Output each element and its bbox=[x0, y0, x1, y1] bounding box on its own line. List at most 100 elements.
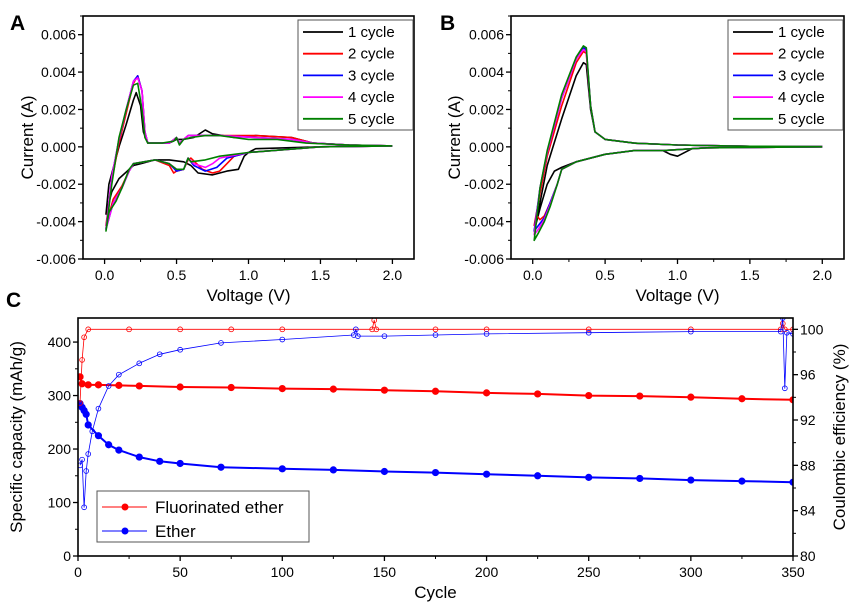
x-tick-label: 2.0 bbox=[813, 267, 833, 283]
legend-label: 5 cycle bbox=[348, 111, 395, 128]
data-point bbox=[687, 476, 695, 484]
data-point bbox=[83, 468, 89, 474]
y-tick-label: -0.004 bbox=[36, 214, 76, 230]
x-tick-label: 50 bbox=[172, 564, 188, 580]
data-point bbox=[350, 332, 357, 338]
data-point bbox=[355, 333, 361, 339]
y2-tick-label: 100 bbox=[800, 321, 824, 337]
data-point bbox=[738, 477, 746, 485]
data-point bbox=[279, 336, 286, 343]
legend-label: Ether bbox=[155, 522, 196, 541]
plot-frame bbox=[510, 15, 845, 260]
data-point bbox=[156, 457, 164, 465]
data-point bbox=[227, 383, 235, 392]
y2-tick-label: 88 bbox=[800, 457, 816, 473]
series-line-3 bbox=[79, 318, 793, 508]
y-axis-title: Current (A) bbox=[18, 95, 37, 179]
data-point bbox=[432, 332, 439, 338]
panel-letter: B bbox=[440, 12, 455, 35]
panel-letter: C bbox=[6, 289, 21, 312]
legend: 1 cycle 2 cycle 3 cycle 4 cycle 5 cycle bbox=[727, 19, 844, 131]
data-point bbox=[636, 474, 644, 483]
data-point bbox=[784, 329, 790, 336]
data-point bbox=[380, 467, 389, 476]
y2-tick-label: 92 bbox=[800, 412, 816, 428]
x-tick-label: 1.5 bbox=[311, 267, 331, 283]
data-point bbox=[135, 382, 143, 390]
data-point bbox=[534, 472, 542, 480]
plot-frame bbox=[77, 317, 794, 557]
data-point bbox=[373, 326, 380, 333]
x-tick-label: 0.5 bbox=[595, 267, 615, 283]
y-tick-label: 200 bbox=[48, 441, 72, 457]
data-point bbox=[105, 383, 112, 389]
x-tick-label: 1.0 bbox=[239, 267, 259, 283]
y-tick-label: 0.002 bbox=[41, 101, 76, 117]
y-tick-label: 0.006 bbox=[41, 27, 76, 43]
x-tick-label: 0 bbox=[74, 564, 82, 580]
y-tick-label: -0.002 bbox=[36, 176, 76, 192]
legend-label: 5 cycle bbox=[778, 111, 825, 128]
legend-label: 1 cycle bbox=[778, 24, 825, 41]
y-tick-label: 400 bbox=[48, 334, 72, 350]
data-point bbox=[156, 351, 163, 358]
y-tick-label: -0.002 bbox=[464, 176, 504, 192]
data-point bbox=[81, 504, 87, 511]
data-point bbox=[228, 326, 235, 333]
data-point bbox=[115, 446, 123, 454]
data-point bbox=[78, 400, 83, 406]
data-point bbox=[534, 390, 542, 398]
data-point bbox=[79, 357, 85, 363]
legend-marker bbox=[121, 503, 129, 511]
data-point bbox=[116, 371, 122, 378]
x-tick-label: 1.5 bbox=[740, 267, 760, 283]
panel-letter: A bbox=[10, 12, 25, 35]
data-point bbox=[84, 421, 92, 429]
y-tick-label: 0 bbox=[63, 548, 71, 564]
data-point bbox=[218, 340, 224, 346]
x-axis-title: Cycle bbox=[414, 583, 457, 602]
data-point bbox=[84, 381, 92, 389]
x-axis-title: Voltage (V) bbox=[206, 286, 290, 305]
panel-b: B 0.0 0.5 1.0 1.5 2.0 -0.006 -0.004 -0.002 0.000 0… bbox=[440, 12, 845, 305]
data-point bbox=[688, 328, 694, 335]
data-point bbox=[431, 387, 440, 395]
data-point bbox=[585, 391, 593, 400]
x-tick-label: 350 bbox=[781, 564, 805, 580]
data-point bbox=[279, 326, 286, 333]
x-tick-label: 300 bbox=[679, 564, 703, 580]
data-point bbox=[82, 410, 90, 418]
data-point bbox=[81, 334, 87, 341]
data-point bbox=[782, 385, 788, 392]
data-point bbox=[177, 326, 183, 333]
legend: Fluorinated ether Ether bbox=[96, 490, 310, 543]
series-group bbox=[533, 45, 823, 242]
panel-a: A 0.0 0.5 1.0 1.5 2.0 -0.006 -0.004 -0.002 0.000 0… bbox=[10, 12, 415, 305]
data-point bbox=[371, 318, 378, 324]
data-point bbox=[353, 326, 359, 333]
legend-label: 4 cycle bbox=[778, 89, 825, 106]
y-tick-label: -0.004 bbox=[464, 214, 504, 230]
legend-label: 4 cycle bbox=[348, 89, 395, 106]
y-tick-label: 0.004 bbox=[469, 64, 504, 80]
y2-tick-label: 96 bbox=[800, 367, 816, 383]
data-point bbox=[483, 331, 490, 337]
data-point bbox=[329, 385, 337, 393]
data-point bbox=[687, 393, 695, 401]
y-axis-title: Specific capacity (mAh/g) bbox=[7, 341, 26, 533]
data-point bbox=[278, 384, 286, 393]
data-point bbox=[369, 326, 375, 333]
y-tick-label: 0.006 bbox=[469, 27, 504, 43]
data-point bbox=[94, 432, 103, 440]
data-point bbox=[738, 395, 746, 403]
x-tick-label: 100 bbox=[271, 564, 295, 580]
data-point bbox=[432, 326, 439, 333]
data-point bbox=[115, 381, 123, 389]
x-tick-label: 0.5 bbox=[167, 267, 187, 283]
data-point bbox=[482, 389, 491, 397]
data-point bbox=[136, 360, 143, 367]
data-point bbox=[85, 451, 92, 457]
data-point bbox=[585, 329, 592, 336]
y-tick-label: 300 bbox=[48, 388, 72, 404]
data-point bbox=[78, 462, 83, 469]
